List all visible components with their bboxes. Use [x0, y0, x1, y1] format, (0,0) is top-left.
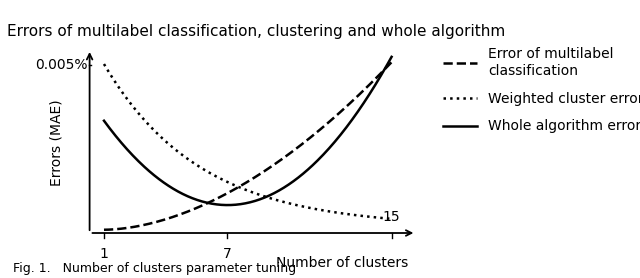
- Title: Errors of multilabel classification, clustering and whole algorithm: Errors of multilabel classification, clu…: [7, 24, 505, 39]
- Text: Number of clusters: Number of clusters: [276, 256, 408, 270]
- Text: 0.005%: 0.005%: [35, 58, 88, 73]
- Text: 1: 1: [100, 247, 108, 261]
- Text: Errors (MAE): Errors (MAE): [50, 99, 64, 185]
- Legend: Error of multilabel
classification, Weighted cluster error, Whole algorithm erro: Error of multilabel classification, Weig…: [443, 48, 640, 133]
- Text: 15: 15: [383, 210, 401, 224]
- Text: Fig. 1.   Number of clusters parameter tuning: Fig. 1. Number of clusters parameter tun…: [13, 262, 296, 275]
- Text: 7: 7: [223, 247, 232, 261]
